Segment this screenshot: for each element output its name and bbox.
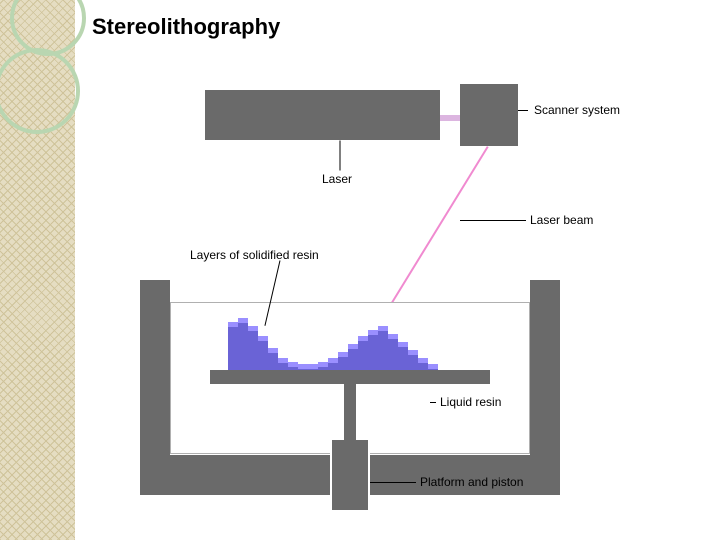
resin-column <box>388 334 398 370</box>
laser-block <box>205 90 440 140</box>
resin-column <box>228 322 238 370</box>
label-laser-beam: Laser beam <box>530 213 593 227</box>
leader-platform <box>370 482 416 483</box>
resin-column-top <box>348 344 358 349</box>
leader-laser <box>340 141 341 171</box>
resin-column-top <box>428 364 438 369</box>
resin-column <box>368 330 378 370</box>
resin-column-top <box>248 326 258 331</box>
resin-column-top <box>338 352 348 357</box>
resin-column <box>378 326 388 370</box>
resin-column <box>258 336 268 370</box>
resin-column-top <box>278 358 288 363</box>
leader-beam <box>460 220 526 221</box>
resin-column-top <box>418 358 428 363</box>
resin-column-top <box>298 364 308 369</box>
resin-column <box>248 326 258 370</box>
label-laser: Laser <box>322 172 352 186</box>
resin-column-top <box>358 336 368 341</box>
page-title: Stereolithography <box>92 14 280 40</box>
build-platform <box>210 370 490 384</box>
label-layers: Layers of solidified resin <box>190 248 319 262</box>
leader-scanner <box>518 110 528 111</box>
leader-liquid <box>430 402 436 403</box>
label-liquid: Liquid resin <box>440 395 501 409</box>
scanner-block <box>460 84 518 146</box>
resin-column-top <box>378 326 388 331</box>
resin-column-top <box>388 334 398 339</box>
resin-column-top <box>398 342 408 347</box>
resin-column-top <box>368 330 378 335</box>
resin-column-top <box>228 322 238 327</box>
piston-rod <box>344 370 356 510</box>
label-scanner: Scanner system <box>534 103 620 117</box>
resin-column-top <box>258 336 268 341</box>
resin-column-top <box>318 362 328 367</box>
resin-column-top <box>308 364 318 369</box>
resin-column-top <box>328 358 338 363</box>
slide-page: Stereolithography Scanner system Laser Las… <box>0 0 720 540</box>
stereolithography-diagram: Scanner system Laser Laser beam Layers of s… <box>130 70 660 520</box>
label-platform: Platform and piston <box>420 475 523 489</box>
resin-column-top <box>238 318 248 323</box>
resin-column <box>238 318 248 370</box>
resin-column <box>358 336 368 370</box>
resin-column-top <box>268 348 278 353</box>
beam-horizontal <box>440 115 460 121</box>
resin-column-top <box>408 350 418 355</box>
resin-column-top <box>288 362 298 367</box>
